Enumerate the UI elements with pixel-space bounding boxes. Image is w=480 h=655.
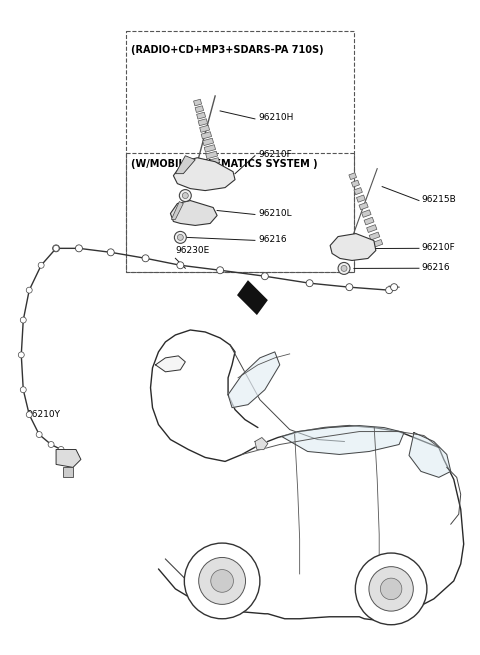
Circle shape (18, 352, 24, 358)
Polygon shape (193, 100, 202, 106)
Polygon shape (354, 187, 362, 195)
Polygon shape (206, 151, 217, 159)
Circle shape (26, 287, 32, 293)
Polygon shape (171, 202, 183, 219)
Text: 96210L: 96210L (258, 209, 291, 218)
Polygon shape (175, 156, 195, 174)
Polygon shape (173, 158, 235, 191)
Text: 96210F: 96210F (258, 150, 292, 159)
Circle shape (216, 267, 224, 274)
Circle shape (306, 280, 313, 287)
Text: (W/MOBILE TELEMATICS SYSTEM ): (W/MOBILE TELEMATICS SYSTEM ) (131, 159, 317, 169)
Circle shape (369, 567, 413, 611)
Circle shape (391, 284, 397, 291)
Circle shape (38, 262, 44, 269)
Text: 96215B: 96215B (421, 195, 456, 204)
Circle shape (58, 447, 64, 453)
Circle shape (262, 272, 268, 280)
Circle shape (177, 262, 184, 269)
Polygon shape (409, 432, 451, 477)
Polygon shape (195, 105, 204, 113)
Text: 96210F: 96210F (421, 243, 455, 252)
Text: 96216: 96216 (258, 235, 287, 244)
Text: 96230E: 96230E (175, 246, 210, 255)
Polygon shape (255, 438, 268, 449)
Circle shape (48, 441, 54, 447)
Circle shape (199, 557, 246, 605)
Polygon shape (201, 132, 212, 139)
Circle shape (26, 411, 32, 418)
Polygon shape (351, 180, 360, 187)
Circle shape (380, 578, 402, 599)
Circle shape (341, 265, 347, 271)
Polygon shape (349, 173, 357, 179)
Polygon shape (209, 164, 222, 172)
Circle shape (75, 245, 83, 252)
Polygon shape (207, 158, 219, 166)
Polygon shape (56, 449, 81, 468)
Circle shape (174, 231, 186, 244)
Text: 96210H: 96210H (258, 113, 293, 122)
Polygon shape (228, 352, 280, 407)
Polygon shape (156, 356, 185, 372)
Polygon shape (372, 240, 383, 248)
Polygon shape (197, 112, 205, 119)
Bar (126, 31, 354, 272)
Circle shape (180, 189, 192, 202)
Polygon shape (364, 217, 374, 225)
Polygon shape (203, 138, 214, 145)
Polygon shape (369, 232, 380, 240)
Circle shape (63, 451, 69, 457)
Polygon shape (170, 200, 217, 225)
Circle shape (346, 284, 353, 291)
Polygon shape (282, 426, 404, 455)
Circle shape (53, 245, 60, 252)
Polygon shape (198, 119, 207, 126)
Polygon shape (367, 225, 377, 233)
Polygon shape (361, 210, 371, 217)
Circle shape (385, 287, 393, 293)
Circle shape (211, 570, 233, 592)
Circle shape (184, 543, 260, 619)
Text: 96210Y: 96210Y (26, 410, 60, 419)
Polygon shape (237, 280, 268, 315)
Polygon shape (359, 202, 368, 210)
Polygon shape (204, 145, 216, 152)
Circle shape (338, 263, 350, 274)
Polygon shape (330, 234, 376, 261)
Circle shape (178, 234, 183, 240)
Circle shape (107, 249, 114, 256)
Circle shape (182, 193, 188, 198)
Circle shape (20, 317, 26, 323)
Text: (RADIO+CD+MP3+SDARS-PA 710S): (RADIO+CD+MP3+SDARS-PA 710S) (131, 45, 323, 55)
Polygon shape (357, 195, 365, 202)
Circle shape (355, 553, 427, 625)
Circle shape (142, 255, 149, 262)
Text: 96216: 96216 (421, 263, 450, 272)
Circle shape (53, 246, 59, 252)
Bar (126, 153, 354, 272)
Polygon shape (63, 468, 73, 477)
Circle shape (20, 386, 26, 393)
Circle shape (36, 432, 42, 438)
Polygon shape (200, 125, 210, 132)
